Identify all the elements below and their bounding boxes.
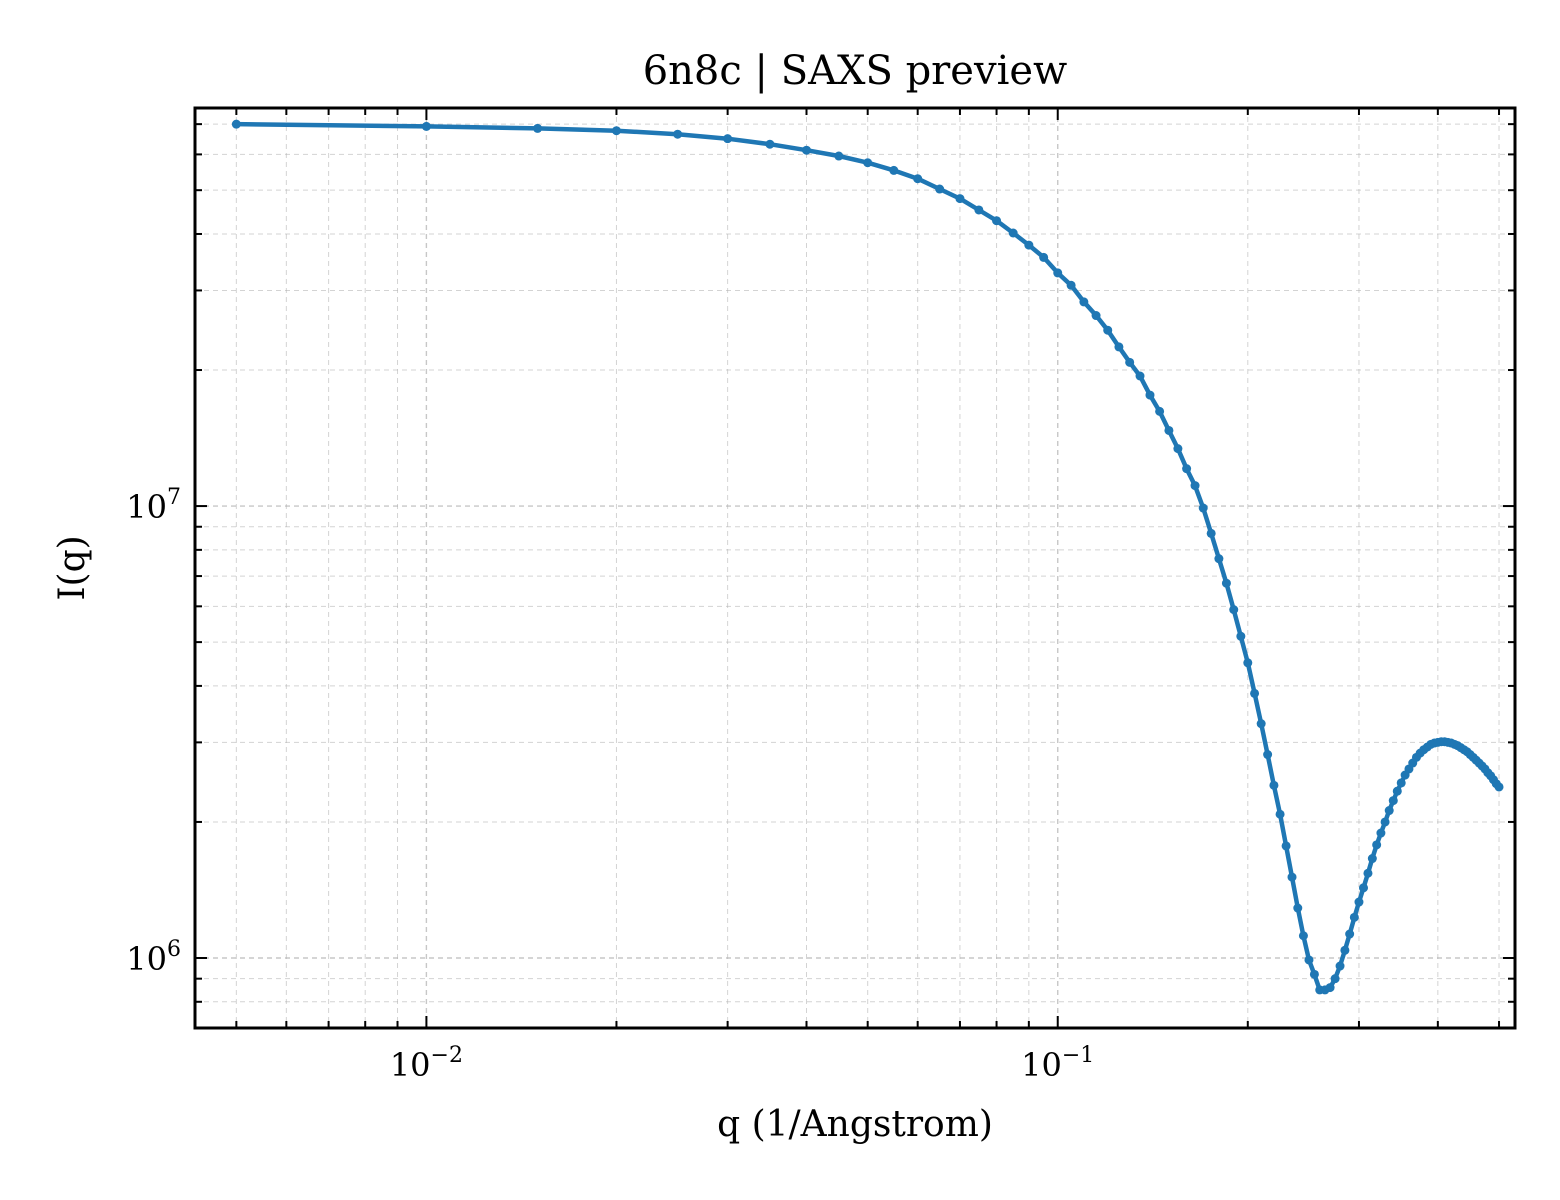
data-point bbox=[1236, 631, 1246, 641]
data-point bbox=[1263, 750, 1273, 760]
data-point bbox=[1250, 688, 1260, 698]
data-point bbox=[231, 119, 241, 129]
data-point bbox=[1330, 974, 1340, 984]
data-point bbox=[1335, 961, 1345, 971]
tick-labels: 10−2 10−1 106 107 bbox=[126, 485, 1094, 1084]
data-point bbox=[1325, 983, 1335, 993]
data-point bbox=[1024, 240, 1034, 250]
data-point bbox=[1380, 817, 1390, 827]
data-point bbox=[1182, 464, 1192, 474]
chart-title: 6n8c | SAXS preview bbox=[643, 48, 1068, 94]
y-axis-label: I(q) bbox=[52, 535, 93, 600]
data-point bbox=[1221, 578, 1231, 588]
data-point bbox=[1376, 828, 1386, 838]
data-point bbox=[935, 184, 945, 194]
data-point bbox=[1345, 929, 1355, 939]
data-point bbox=[992, 216, 1002, 226]
data-point bbox=[1173, 444, 1183, 454]
data-point bbox=[834, 151, 844, 161]
x-axis-label: q (1/Angstrom) bbox=[717, 1104, 993, 1145]
data-point bbox=[863, 158, 873, 168]
data-point bbox=[1091, 311, 1101, 321]
data-point bbox=[955, 194, 965, 204]
data-point bbox=[765, 139, 775, 149]
data-point bbox=[1079, 297, 1089, 307]
data-point bbox=[974, 205, 984, 215]
data-point bbox=[1214, 554, 1224, 564]
data-point bbox=[1367, 854, 1377, 864]
data-point bbox=[533, 123, 543, 133]
data-point bbox=[889, 165, 899, 175]
data-point bbox=[673, 129, 683, 139]
data-point bbox=[1256, 719, 1266, 729]
y-tick-label: 106 bbox=[126, 937, 181, 978]
data-point bbox=[1298, 931, 1308, 941]
data-point bbox=[1396, 778, 1406, 788]
data-point bbox=[913, 174, 923, 184]
data-point bbox=[1358, 883, 1368, 893]
data-point bbox=[1384, 806, 1394, 816]
data-point bbox=[1039, 252, 1049, 262]
data-point bbox=[1287, 872, 1297, 882]
data-point bbox=[421, 121, 431, 131]
data-point bbox=[1304, 955, 1314, 965]
y-tick-label: 107 bbox=[126, 485, 181, 526]
x-tick-label: 10−1 bbox=[1021, 1043, 1094, 1084]
data-point bbox=[1164, 425, 1174, 435]
data-point bbox=[1388, 796, 1398, 806]
data-point bbox=[1494, 782, 1504, 792]
data-point bbox=[1349, 912, 1359, 922]
data-point bbox=[1190, 481, 1200, 491]
data-point bbox=[1229, 605, 1239, 615]
data-point bbox=[1309, 969, 1319, 979]
data-point bbox=[1269, 780, 1279, 790]
data-point bbox=[1066, 280, 1076, 290]
data-point bbox=[1135, 371, 1145, 381]
data-point bbox=[1155, 406, 1165, 416]
data-point bbox=[1125, 357, 1135, 367]
data-point bbox=[1008, 228, 1018, 238]
data-point bbox=[1145, 390, 1155, 400]
axis-ticks bbox=[195, 108, 1515, 1029]
data-point bbox=[1198, 503, 1208, 513]
data-point bbox=[611, 126, 621, 136]
data-point bbox=[1053, 268, 1063, 278]
data-point bbox=[1243, 658, 1253, 668]
data-series bbox=[231, 119, 1504, 995]
plot-frame bbox=[193, 106, 1517, 1030]
data-point bbox=[1293, 903, 1303, 913]
x-tick-label: 10−2 bbox=[390, 1043, 463, 1084]
data-point bbox=[1363, 868, 1373, 878]
data-point bbox=[1392, 786, 1402, 796]
data-point bbox=[1114, 342, 1124, 352]
data-point bbox=[723, 134, 733, 144]
grid-lines bbox=[195, 108, 1515, 1029]
data-point bbox=[1372, 840, 1382, 850]
data-point bbox=[1103, 325, 1113, 335]
data-point bbox=[1206, 528, 1216, 538]
data-point bbox=[1281, 841, 1291, 851]
data-point bbox=[1340, 945, 1350, 955]
data-point bbox=[802, 145, 812, 155]
data-point bbox=[1275, 809, 1285, 819]
data-point bbox=[1354, 897, 1364, 907]
